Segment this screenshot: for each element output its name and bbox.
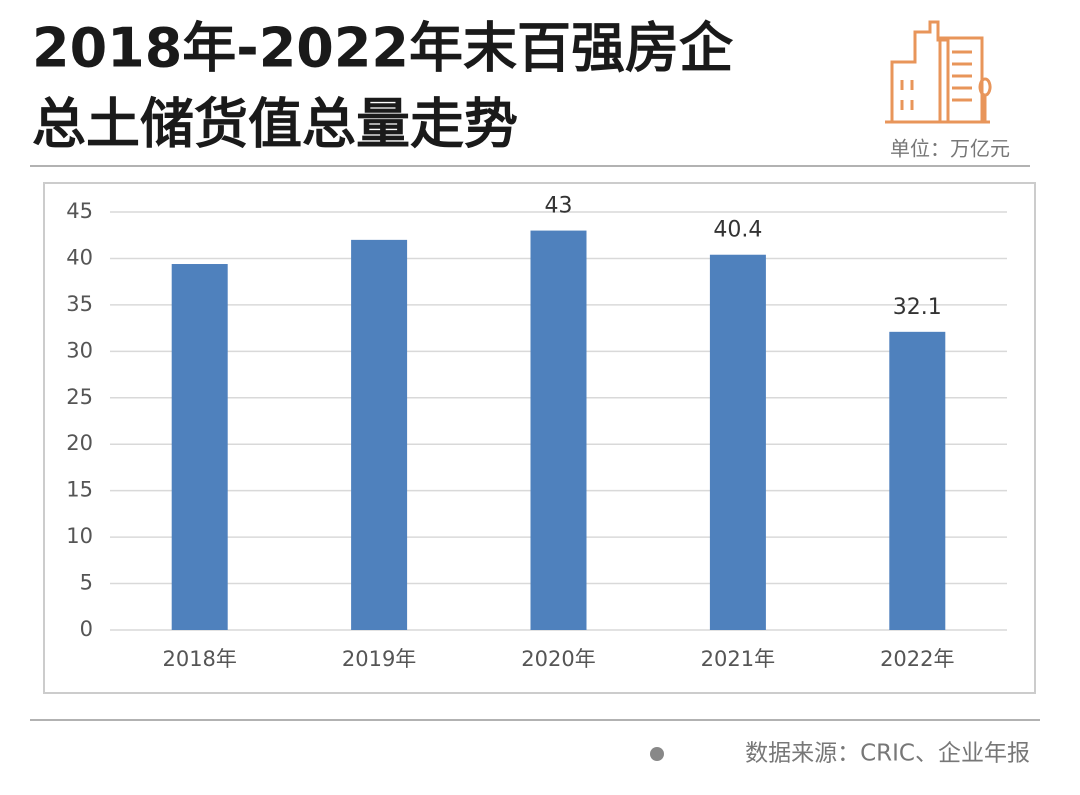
x-tick-label: 2018年	[162, 647, 236, 671]
data-label: 32.1	[893, 295, 942, 320]
y-tick-label: 20	[66, 431, 93, 455]
unit-label: 单位：万亿元	[890, 137, 1010, 161]
y-tick-label: 10	[66, 524, 93, 548]
building-icon	[885, 20, 992, 124]
y-tick-label: 25	[66, 385, 93, 409]
chart-title: 总土储货值总量走势	[32, 93, 518, 156]
bar	[709, 254, 766, 630]
y-tick-label: 5	[80, 571, 93, 595]
bar	[530, 230, 587, 631]
y-tick-label: 35	[66, 292, 93, 316]
y-tick-label: 15	[66, 478, 93, 502]
y-tick-label: 40	[66, 245, 93, 269]
bar	[351, 239, 408, 630]
chart-frame	[43, 182, 1036, 694]
chart-title: 2018年-2022年末百强房企	[32, 17, 734, 80]
x-tick-label: 2020年	[521, 647, 595, 671]
bullet	[650, 747, 664, 761]
x-tick-label: 2019年	[342, 647, 416, 671]
x-tick-label: 2021年	[701, 647, 775, 671]
source-note: 数据来源：CRIC、企业年报	[745, 741, 1030, 767]
y-tick-label: 0	[80, 617, 93, 641]
y-tick-label: 30	[66, 338, 93, 362]
y-tick-label: 45	[66, 199, 93, 223]
bar	[171, 264, 228, 630]
data-label: 40.4	[713, 218, 762, 243]
x-tick-label: 2022年	[880, 647, 954, 671]
bar	[889, 331, 946, 630]
data-label: 43	[545, 194, 573, 219]
